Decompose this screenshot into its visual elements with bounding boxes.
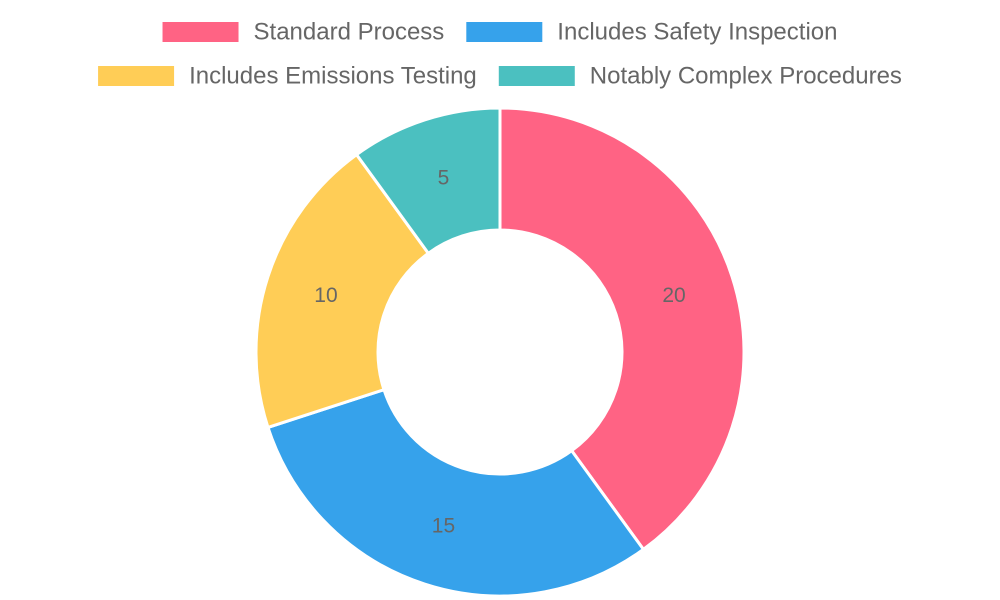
slice-includes-safety-inspection[interactable]: [266, 388, 645, 598]
legend-item-includes-emissions-testing[interactable]: Includes Emissions Testing: [98, 63, 477, 90]
data-label-includes-safety-inspection: 15: [432, 515, 455, 538]
legend-swatch-includes-emissions-testing: [98, 66, 175, 86]
legend-label-includes-safety-inspection: Includes Safety Inspection: [557, 19, 837, 46]
legend-label-standard-process: Standard Process: [254, 19, 445, 46]
legend-item-notably-complex-procedures[interactable]: Notably Complex Procedures: [498, 63, 902, 90]
legend-label-includes-emissions-testing: Includes Emissions Testing: [189, 63, 477, 90]
data-label-standard-process: 20: [662, 284, 685, 307]
legend-swatch-standard-process: [162, 22, 239, 42]
chart-slices: [254, 106, 746, 598]
legend-item-includes-safety-inspection[interactable]: Includes Safety Inspection: [466, 19, 837, 46]
slice-standard-process[interactable]: [498, 106, 746, 551]
legend-swatch-notably-complex-procedures: [498, 66, 575, 86]
legend-label-notably-complex-procedures: Notably Complex Procedures: [590, 63, 902, 90]
data-label-includes-emissions-testing: 10: [314, 284, 337, 307]
chart-data-labels: 20 15 10 5: [314, 166, 685, 537]
slice-includes-emissions-testing[interactable]: [254, 153, 430, 429]
legend-item-standard-process[interactable]: Standard Process: [162, 19, 445, 46]
slice-notably-complex-procedures[interactable]: [355, 106, 502, 255]
legend-swatch-includes-safety-inspection: [466, 22, 543, 42]
chart-legend: Standard Process Includes Safety Inspecti…: [98, 19, 902, 90]
data-label-notably-complex-procedures: 5: [438, 166, 450, 189]
